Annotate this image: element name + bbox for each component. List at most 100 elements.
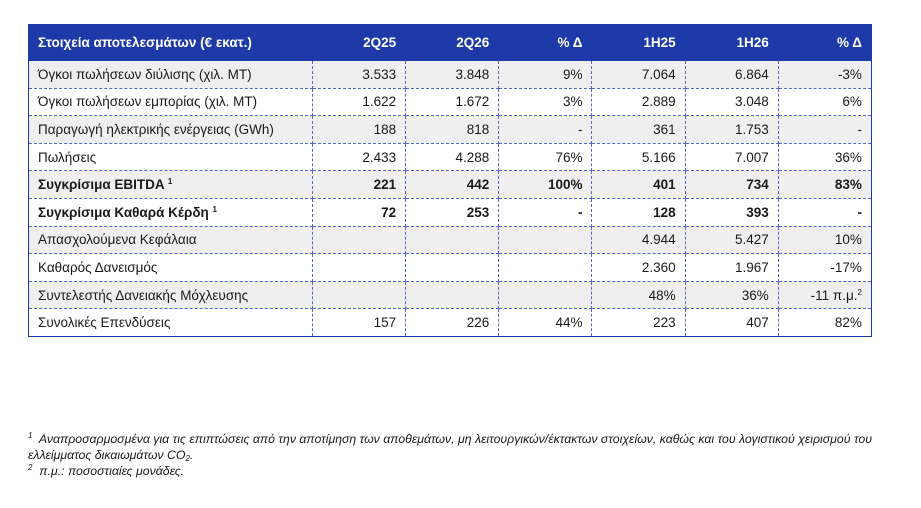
cell-value: 2.889 (641, 94, 676, 110)
cell-value: 157 (373, 315, 397, 331)
cell-value: 100% (547, 177, 583, 193)
table-cell: 5.427 (684, 226, 779, 255)
table-row: Πωλήσεις 2.433 4.288 76% 5.166 7.007 36% (28, 143, 872, 172)
table-cell: 83% (777, 170, 872, 199)
footnote-1-text: Αναπροσαρμοσμένα για τις επιπτώσεις από … (28, 432, 872, 462)
cell-value: 1.622 (362, 94, 397, 110)
cell-value: 83% (834, 177, 862, 193)
cell-value: 82% (834, 315, 862, 331)
table-cell (311, 281, 407, 310)
cell-value: -17% (830, 259, 862, 275)
cell-value: - (577, 121, 583, 137)
table-cell: 48% (591, 281, 686, 310)
cell-value: 3.533 (362, 66, 397, 82)
table-cell: - (777, 115, 872, 144)
cell-value: 9% (562, 66, 583, 82)
header-2q25: 2Q25 (311, 24, 407, 61)
row-label: Καθαρός Δανεισμός (28, 253, 313, 282)
table-cell: 401 (591, 170, 686, 199)
cell-value: - (857, 121, 862, 137)
footnote-2-text: π.μ.: ποσοστιαίες μονάδες. (39, 464, 185, 478)
cell-value: 128 (653, 204, 676, 220)
table-cell: -17% (777, 253, 872, 282)
footnote-1: 1 Αναπροσαρμοσμένα για τις επιπτώσεις απ… (28, 431, 888, 463)
cell-value: 36% (834, 149, 862, 165)
cell-value: 3.848 (455, 66, 490, 82)
cell-value: 407 (746, 315, 769, 331)
table-row: Όγκοι πωλήσεων διύλισης (χιλ. ΜΤ) 3.533 3.… (28, 60, 872, 89)
table-row: Παραγωγή ηλεκτρικής ενέργειας (GWh) 188 81… (28, 115, 872, 144)
footnote-1-marker: 1 (28, 431, 33, 440)
table-cell: 407 (684, 308, 779, 337)
cell-value: 6.864 (734, 66, 769, 82)
table-cell (498, 226, 593, 255)
table-cell: 128 (591, 198, 686, 227)
table-cell (311, 226, 407, 255)
results-table-container: Στοιχεία αποτελεσμάτων (€ εκατ.) 2Q25 2Q… (28, 24, 872, 337)
table-row: Συντελεστής Δανειακής Μόχλευσης 48% 36% -11… (28, 281, 872, 310)
row-label-text: Συντελεστής Δανειακής Μόχλευσης (38, 287, 249, 303)
row-label: Συγκρίσιμα EBITDA 1 (28, 170, 313, 199)
table-cell: 3.533 (311, 60, 407, 89)
cell-value: 188 (373, 121, 397, 137)
row-label-text: Όγκοι πωλήσεων διύλισης (χιλ. ΜΤ) (38, 66, 252, 82)
row-label: Παραγωγή ηλεκτρικής ενέργειας (GWh) (28, 115, 313, 144)
table-cell: 100% (498, 170, 593, 199)
row-label: Πωλήσεις (28, 143, 313, 172)
cell-value: 4.944 (641, 232, 676, 248)
cell-footnote-marker: 2 (857, 287, 862, 297)
table-cell: - (498, 115, 593, 144)
row-label: Όγκοι πωλήσεων διύλισης (χιλ. ΜΤ) (28, 60, 313, 89)
footnote-2-marker: 2 (28, 463, 33, 472)
table-cell: 818 (405, 115, 500, 144)
table-cell: 76% (498, 143, 593, 172)
table-cell: 36% (684, 281, 779, 310)
table-cell: -3% (777, 60, 872, 89)
table-row: Συγκρίσιμα Καθαρά Κέρδη 1 72 253 - 128 393 - (28, 198, 872, 227)
row-label-footnote-marker: 1 (212, 204, 217, 214)
table-cell: 6.864 (684, 60, 779, 89)
table-cell: 3.848 (405, 60, 500, 89)
table-cell (498, 253, 593, 282)
footnote-2: 2 π.μ.: ποσοστιαίες μονάδες. (28, 463, 888, 479)
cell-value: 401 (653, 177, 676, 193)
cell-value: 442 (466, 177, 490, 193)
table-row: Απασχολούμενα Κεφάλαια 4.944 5.427 10% (28, 226, 872, 255)
row-label-footnote-marker: 1 (167, 177, 173, 187)
table-cell: 253 (405, 198, 500, 227)
table-cell (311, 253, 407, 282)
cell-value: 7.007 (734, 149, 769, 165)
cell-value: 223 (653, 315, 676, 331)
cell-value: 2.433 (362, 149, 397, 165)
table-cell: 1.967 (684, 253, 779, 282)
table-cell: 72 (311, 198, 407, 227)
cell-value: 734 (746, 177, 769, 193)
row-label: Συνολικές Επενδύσεις (28, 308, 313, 337)
table-cell: -11 π.μ.2 (777, 281, 872, 310)
cell-value: 4.288 (455, 149, 490, 165)
table-cell: 82% (777, 308, 872, 337)
table-cell: 44% (498, 308, 593, 337)
table-cell: 4.288 (405, 143, 500, 172)
table-header-row: Στοιχεία αποτελεσμάτων (€ εκατ.) 2Q25 2Q… (28, 24, 872, 61)
header-label: Στοιχεία αποτελεσμάτων (€ εκατ.) (28, 24, 313, 61)
table-cell (405, 281, 500, 310)
table-cell: 3.048 (684, 88, 779, 117)
cell-value: 6% (842, 94, 862, 110)
table-cell: 1.672 (405, 88, 500, 117)
cell-value: 48% (648, 287, 676, 303)
cell-value: 1.967 (734, 259, 769, 275)
table-cell: 3% (498, 88, 593, 117)
header-1h25: 1H25 (591, 24, 686, 61)
table-row: Όγκοι πωλήσεων εμπορίας (χιλ. ΜΤ) 1.622 1.… (28, 88, 872, 117)
table-cell: 2.360 (591, 253, 686, 282)
table-cell: 188 (311, 115, 407, 144)
table-cell (405, 226, 500, 255)
cell-value: 5.166 (641, 149, 676, 165)
cell-value: 393 (746, 204, 769, 220)
table-cell: 2.889 (591, 88, 686, 117)
cell-value: 221 (373, 177, 397, 193)
row-label: Συντελεστής Δανειακής Μόχλευσης (28, 281, 313, 310)
cell-value: 5.427 (734, 232, 769, 248)
cell-value: -3% (837, 66, 862, 82)
